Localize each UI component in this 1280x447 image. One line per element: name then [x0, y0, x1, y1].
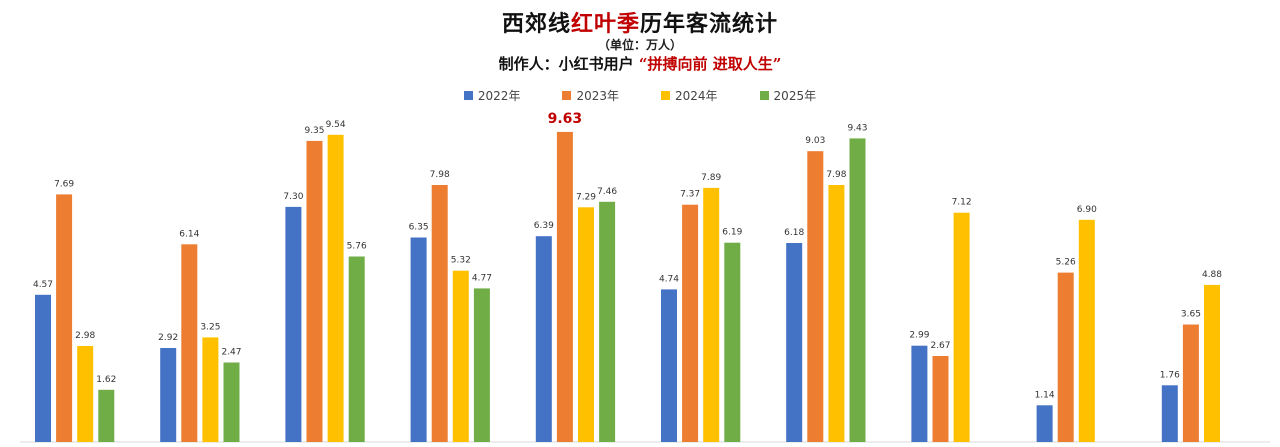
- bar-2024年-8: [953, 212, 970, 442]
- bar-2022年-9: [1036, 405, 1053, 442]
- data-label: 9.63: [548, 111, 583, 127]
- bar-2025年-7: [849, 138, 866, 442]
- data-label: 3.25: [200, 322, 220, 332]
- bar-2023年-1: [56, 194, 73, 442]
- bar-2025年-5: [599, 201, 616, 442]
- legend-swatch: [562, 91, 572, 100]
- data-label: 5.76: [347, 242, 367, 252]
- bar-2023年-8: [932, 356, 949, 442]
- chart-title: 西郊线红叶季历年客流统计: [0, 6, 1280, 38]
- bar-2025年-3: [348, 256, 365, 442]
- data-label: 1.62: [96, 375, 116, 385]
- bar-2022年-7: [786, 243, 803, 442]
- data-label: 2.99: [909, 331, 929, 341]
- data-label: 4.57: [33, 280, 53, 290]
- data-label: 5.26: [1056, 258, 1076, 268]
- title-pre: 西郊线: [501, 11, 571, 37]
- data-label: 6.39: [534, 221, 554, 231]
- data-label: 1.76: [1160, 370, 1180, 380]
- bar-2022年-2: [160, 348, 177, 442]
- bar-2023年-7: [807, 151, 824, 442]
- data-label: 9.43: [847, 123, 867, 133]
- data-label: 2.67: [930, 341, 950, 351]
- data-label: 3.65: [1181, 310, 1201, 320]
- legend-item-3: 2024年: [661, 87, 718, 104]
- data-label: 7.89: [701, 173, 721, 183]
- data-label: 9.54: [326, 120, 346, 130]
- data-label: 4.74: [659, 274, 679, 284]
- data-label: 7.12: [952, 198, 972, 208]
- data-label: 7.46: [597, 187, 617, 197]
- bar-2023年-4: [431, 185, 448, 442]
- data-label: 6.14: [179, 229, 199, 239]
- bar-2022年-4: [410, 237, 427, 442]
- data-label: 6.35: [409, 223, 429, 233]
- author-pre: 制作人：小红书用户: [498, 55, 634, 73]
- bar-2024年-9: [1078, 219, 1095, 442]
- bar-2022年-8: [911, 345, 928, 442]
- data-label: 7.29: [576, 192, 596, 202]
- legend-label: 2022年: [477, 89, 521, 103]
- legend-item-2: 2023年: [562, 87, 619, 104]
- bar-2023年-9: [1057, 272, 1074, 442]
- bar-2024年-4: [452, 270, 469, 442]
- bar-2022年-3: [285, 206, 302, 442]
- bar-2024年-3: [327, 134, 344, 443]
- data-label: 4.88: [1202, 270, 1222, 280]
- bar-2023年-10: [1182, 324, 1199, 442]
- data-label: 4.77: [472, 273, 492, 283]
- title-highlight: 红叶季: [570, 11, 640, 37]
- bar-2023年-6: [682, 204, 699, 442]
- bar-2024年-10: [1204, 284, 1220, 442]
- bar-2022年-5: [535, 236, 552, 442]
- data-label: 6.90: [1077, 205, 1097, 215]
- legend-label: 2025年: [773, 89, 817, 103]
- bar-2022年-10: [1161, 385, 1178, 442]
- bar-2023年-2: [181, 244, 198, 442]
- legend-item-4: 2025年: [759, 87, 817, 104]
- bar-2022年-6: [661, 289, 677, 442]
- data-label: 2.47: [221, 348, 241, 358]
- bar-2023年-3: [306, 140, 323, 442]
- unit-label: （单位：万人）: [597, 38, 682, 52]
- bar-2025年-1: [98, 389, 115, 442]
- bar-2025年-6: [724, 242, 741, 442]
- data-label: 2.92: [158, 333, 178, 343]
- bar-2025年-4: [473, 288, 490, 442]
- chart-legend: 2022年 2023年 2024年 2025年: [0, 87, 1280, 104]
- legend-swatch: [661, 91, 670, 100]
- legend-swatch: [759, 91, 769, 100]
- legend-swatch: [463, 91, 473, 100]
- author-highlight: “拼搏向前 进取人生”: [638, 55, 782, 73]
- data-label: 9.03: [805, 136, 825, 146]
- legend-label: 2023年: [576, 89, 619, 103]
- legend-label: 2024年: [675, 89, 718, 103]
- data-label: 7.69: [54, 179, 74, 189]
- bar-2025年-2: [223, 362, 240, 442]
- data-label: 9.35: [304, 126, 324, 136]
- bar-2022年-1: [35, 294, 51, 442]
- data-label: 2.98: [75, 331, 95, 341]
- data-label: 7.37: [680, 190, 700, 200]
- bar-2024年-1: [77, 346, 94, 442]
- bar-2024年-5: [578, 207, 594, 442]
- bar-2024年-6: [703, 187, 720, 442]
- data-label: 1.14: [1035, 390, 1055, 400]
- data-label: 5.32: [451, 256, 471, 266]
- title-post: 历年客流统计: [640, 11, 779, 37]
- bar-2024年-7: [828, 185, 845, 442]
- data-label: 7.98: [826, 170, 846, 180]
- data-label: 7.30: [283, 192, 303, 202]
- bar-2023年-5: [556, 131, 573, 442]
- data-label: 6.18: [784, 228, 804, 238]
- data-label: 7.98: [430, 170, 450, 180]
- legend-item-1: 2022年: [463, 87, 521, 104]
- data-label: 6.19: [722, 228, 742, 238]
- bar-2024年-2: [202, 337, 219, 443]
- author-line: 制作人：小红书用户 “拼搏向前 进取人生”: [0, 53, 1280, 74]
